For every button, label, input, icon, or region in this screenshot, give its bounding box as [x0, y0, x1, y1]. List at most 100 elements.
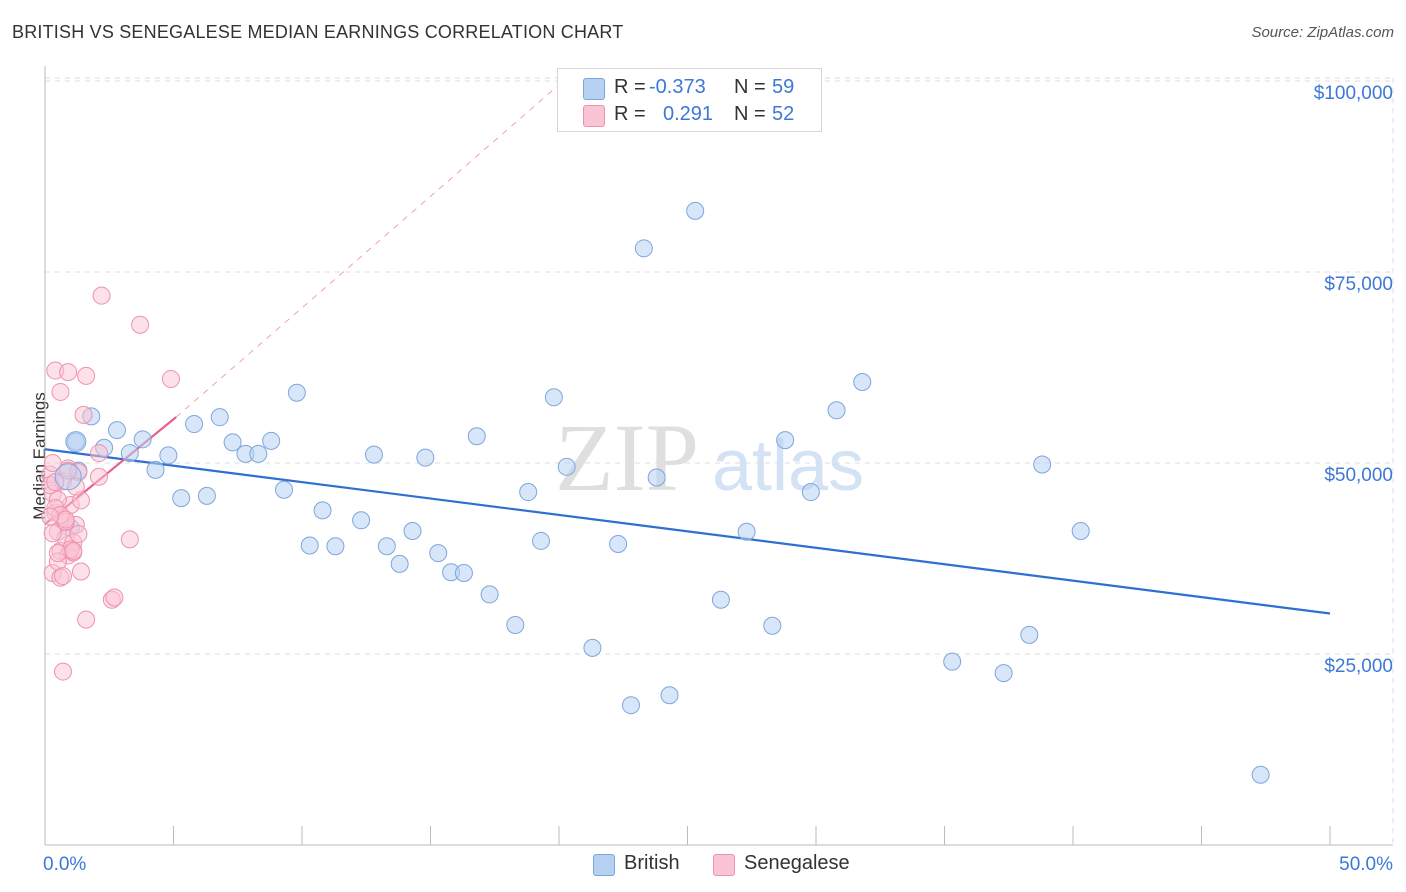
senegalese-point	[69, 525, 88, 544]
senegalese-point	[64, 541, 83, 560]
british-point	[454, 564, 473, 583]
british-point	[801, 483, 820, 502]
senegalese-point	[43, 454, 62, 472]
british-point	[544, 388, 563, 407]
x-tick-label-max: 50.0%	[1339, 854, 1393, 875]
senegalese-point	[48, 544, 67, 563]
x-tick-label-min: 0.0%	[43, 854, 86, 875]
british-point	[994, 664, 1013, 683]
british-point	[364, 445, 383, 464]
british-legend-swatch	[593, 854, 615, 876]
senegalese-point	[77, 366, 96, 385]
british-r-label: R =	[614, 76, 646, 98]
british-point	[197, 486, 216, 505]
tick-labels: $25,000 $50,000 $75,000 $100,000 0.0% 50.0%	[43, 83, 1393, 875]
senegalese-point	[59, 461, 78, 480]
y-tick-label: $25,000	[1324, 656, 1393, 677]
british-point	[943, 652, 962, 671]
british-point	[185, 415, 204, 434]
senegalese-point	[131, 315, 150, 334]
senegalese-point	[74, 405, 93, 424]
british-point	[120, 444, 139, 463]
senegalese-point	[59, 363, 78, 382]
british-point	[262, 431, 281, 450]
senegalese-point	[120, 530, 139, 549]
correlation-legend: R = -0.373 N = 59 R = 0.291 N = 52	[557, 68, 822, 132]
senegalese-legend-swatch	[713, 854, 735, 876]
british-point	[634, 239, 653, 258]
british-point	[532, 531, 551, 550]
senegalese-point	[77, 610, 96, 629]
british-point	[763, 616, 782, 635]
data-points	[41, 201, 1270, 784]
british-trend-line	[44, 448, 1331, 615]
watermark-zip: ZIP	[555, 404, 699, 511]
british-point	[133, 430, 152, 449]
trend-lines	[44, 84, 1331, 615]
senegalese-point	[41, 507, 60, 526]
british-point	[776, 431, 795, 450]
y-tick-label: $75,000	[1324, 274, 1393, 295]
senegalese-point	[43, 524, 62, 543]
british-point	[686, 201, 705, 220]
british-point	[210, 408, 229, 427]
british-point	[159, 446, 178, 465]
senegalese-point	[53, 567, 72, 586]
british-point	[65, 431, 87, 453]
british-point	[249, 444, 268, 463]
british-legend-label: British	[624, 852, 680, 874]
british-point	[506, 615, 525, 634]
british-point	[429, 544, 448, 563]
senegalese-point	[53, 662, 72, 681]
y-tick-label: $50,000	[1324, 465, 1393, 486]
senegalese-point	[161, 369, 180, 388]
axes	[44, 66, 1393, 846]
british-point	[480, 585, 499, 604]
british-point	[467, 427, 486, 446]
british-point	[54, 463, 82, 491]
british-point	[390, 554, 409, 573]
senegalese-legend-label: Senegalese	[744, 852, 850, 874]
senegalese-point	[71, 562, 90, 581]
senegalese-n-label: N =	[734, 103, 766, 125]
british-point	[326, 537, 345, 556]
british-r-value: -0.373	[649, 76, 706, 98]
british-point	[1020, 625, 1039, 644]
british-n-label: N =	[734, 76, 766, 98]
british-point	[146, 460, 165, 479]
british-point	[1033, 455, 1052, 474]
senegalese-point	[105, 588, 124, 607]
british-n-value: 59	[772, 76, 795, 98]
british-point	[519, 483, 538, 502]
senegalese-point	[51, 382, 70, 401]
british-point	[583, 638, 602, 657]
british-point	[313, 501, 332, 520]
british-point	[827, 401, 846, 420]
y-tick-label: $100,000	[1314, 83, 1393, 104]
british-point	[1251, 765, 1270, 784]
british-point	[107, 421, 126, 440]
british-point	[711, 590, 730, 609]
british-point	[853, 373, 872, 392]
british-point	[737, 522, 756, 541]
british-point	[1071, 521, 1090, 540]
chart-title: BRITISH VS SENEGALESE MEDIAN EARNINGS CO…	[12, 22, 624, 42]
senegalese-n-value: 52	[772, 103, 795, 125]
british-point	[352, 511, 371, 530]
british-swatch	[583, 78, 605, 100]
british-point	[172, 489, 191, 508]
british-point	[223, 433, 242, 452]
british-point	[275, 480, 294, 499]
british-point	[647, 468, 666, 487]
british-point	[377, 537, 396, 556]
senegalese-swatch	[583, 105, 605, 127]
senegalese-point	[56, 510, 75, 529]
source-label: Source: ZipAtlas.com	[1251, 24, 1394, 41]
british-point	[557, 457, 576, 476]
british-point	[609, 534, 628, 553]
british-point	[403, 521, 422, 540]
british-point	[287, 383, 306, 402]
senegalese-point	[89, 444, 108, 463]
senegalese-trend-extension	[175, 84, 560, 418]
